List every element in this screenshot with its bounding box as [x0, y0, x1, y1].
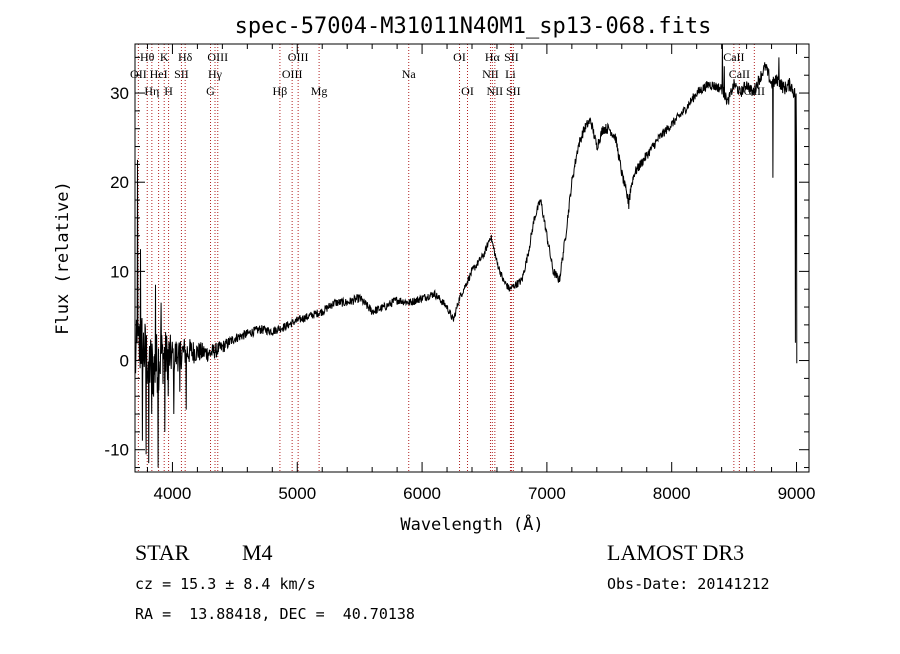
spectral-line-label: Li	[505, 67, 516, 81]
y-tick-label: 10	[110, 262, 129, 281]
spectral-line-label: Mg	[311, 84, 328, 98]
survey-name: LAMOST DR3	[607, 540, 744, 565]
x-tick-label: 6000	[403, 484, 441, 503]
spectral-line-label: NII	[482, 67, 499, 81]
x-tick-label: 5000	[278, 484, 316, 503]
x-tick-label: 8000	[653, 484, 691, 503]
coordinates: RA = 13.88418, DEC = 40.70138	[135, 605, 415, 623]
spectral-line-label: Hδ	[178, 50, 193, 64]
spectral-line-label: NII	[487, 84, 504, 98]
object-subclass: M4	[242, 540, 273, 565]
spectral-line-label: OII	[130, 67, 147, 81]
spectral-line-markers	[137, 44, 755, 472]
spectral-line-label: K	[160, 50, 169, 64]
observation-date: Obs-Date: 20141212	[607, 575, 770, 593]
spectral-line-label: SII	[174, 67, 189, 81]
chart-title: spec-57004-M31011N40M1_sp13-068.fits	[235, 14, 712, 39]
y-tick-label: 20	[110, 173, 129, 192]
y-axis-ticks: -10 0 10 20 30	[104, 56, 809, 469]
spectral-line-label: OIII	[282, 67, 303, 81]
spectral-line-label: Hα	[485, 50, 501, 64]
spectral-line-label: SII	[506, 84, 521, 98]
spectral-line-label: Hθ	[140, 50, 155, 64]
spectral-line-label: OI	[461, 84, 474, 98]
spectral-line-label: OIII	[288, 50, 309, 64]
spectral-line-label: SII	[504, 50, 519, 64]
spectral-line-label: Hη	[144, 84, 159, 98]
y-tick-label: 0	[120, 352, 129, 371]
spectral-line-label: CaII	[723, 50, 744, 64]
y-axis-label: Flux (relative)	[53, 181, 73, 335]
spectral-line-label: HeI	[150, 67, 168, 81]
spectral-line-label: OIII	[207, 50, 228, 64]
spectral-line-label: G	[206, 84, 215, 98]
x-tick-label: 7000	[528, 484, 566, 503]
object-class: STAR	[135, 540, 190, 565]
spectral-line-label: OI	[453, 50, 466, 64]
spectral-line-label: Hβ	[273, 84, 288, 98]
redshift-cz: cz = 15.3 ± 8.4 km/s	[135, 575, 316, 593]
x-axis-ticks: 4000 5000 6000 7000 8000 9000	[146, 44, 816, 503]
y-tick-label: -10	[104, 441, 129, 460]
spectrum-series-line	[134, 43, 798, 468]
plot-frame	[134, 43, 810, 473]
spectral-line-label: Na	[402, 67, 417, 81]
x-axis-label: Wavelength (Å)	[400, 513, 543, 535]
x-tick-label: 4000	[154, 484, 192, 503]
y-tick-label: 30	[110, 84, 129, 103]
spectral-line-label: Hγ	[208, 67, 223, 81]
spectral-line-label: H	[164, 84, 173, 98]
x-tick-label: 9000	[778, 484, 816, 503]
spectral-line-label: CaII	[729, 67, 750, 81]
